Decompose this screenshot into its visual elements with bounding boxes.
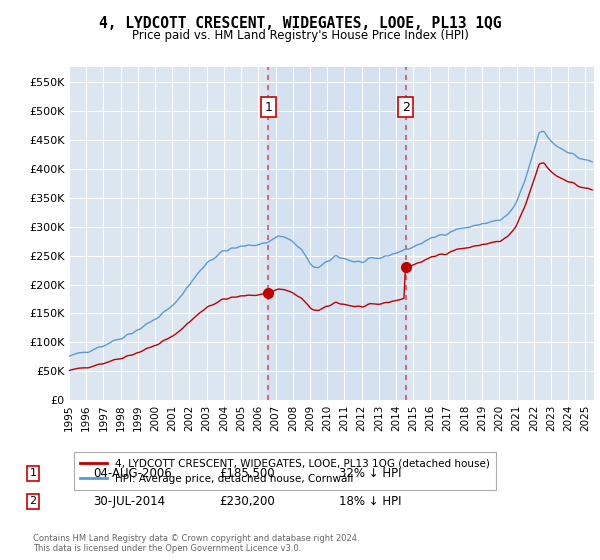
Text: Price paid vs. HM Land Registry's House Price Index (HPI): Price paid vs. HM Land Registry's House … bbox=[131, 29, 469, 42]
Text: 18% ↓ HPI: 18% ↓ HPI bbox=[339, 494, 401, 508]
Text: 2: 2 bbox=[402, 101, 410, 114]
Text: 2: 2 bbox=[29, 496, 37, 506]
Text: 1: 1 bbox=[29, 468, 37, 478]
Bar bbox=[268, 67, 406, 400]
Text: 32% ↓ HPI: 32% ↓ HPI bbox=[339, 466, 401, 480]
Text: £230,200: £230,200 bbox=[219, 494, 275, 508]
Text: 1: 1 bbox=[265, 101, 272, 114]
Text: £185,500: £185,500 bbox=[219, 466, 275, 480]
Text: Contains HM Land Registry data © Crown copyright and database right 2024.
This d: Contains HM Land Registry data © Crown c… bbox=[33, 534, 359, 553]
Text: 4, LYDCOTT CRESCENT, WIDEGATES, LOOE, PL13 1QG: 4, LYDCOTT CRESCENT, WIDEGATES, LOOE, PL… bbox=[99, 16, 501, 31]
Legend: 4, LYDCOTT CRESCENT, WIDEGATES, LOOE, PL13 1QG (detached house), HPI: Average pr: 4, LYDCOTT CRESCENT, WIDEGATES, LOOE, PL… bbox=[74, 452, 496, 490]
Text: 04-AUG-2006: 04-AUG-2006 bbox=[93, 466, 172, 480]
Text: 30-JUL-2014: 30-JUL-2014 bbox=[93, 494, 165, 508]
